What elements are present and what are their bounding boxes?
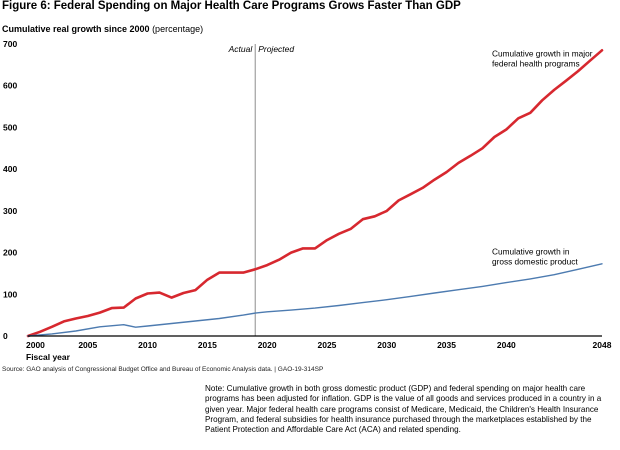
x-tick-label: 2025 <box>317 340 336 350</box>
x-tick-labels: 2000 2005 2010 2015 2020 2025 2030 2035 2040 2048 <box>26 340 612 350</box>
x-tick-label: 2035 <box>437 340 456 350</box>
y-tick-label: 400 <box>3 164 17 174</box>
x-tick-label: 2000 <box>26 340 45 350</box>
actual-label: Actual <box>228 44 254 54</box>
explanatory-note: Note: Cumulative growth in both gross do… <box>205 384 602 435</box>
y-tick-label: 600 <box>3 81 17 91</box>
series-label: federal health programs <box>492 59 580 69</box>
y-tick-label: 100 <box>3 289 17 299</box>
health-programs-line <box>26 48 604 338</box>
x-tick-label: 2048 <box>593 340 612 350</box>
y-tick-label: 200 <box>3 248 17 258</box>
x-tick-label: 2015 <box>198 340 217 350</box>
y-tick-label: 300 <box>3 206 17 216</box>
series-label: Cumulative growth in major <box>492 49 593 59</box>
projected-label: Projected <box>258 44 294 54</box>
x-tick-label: 2020 <box>258 340 277 350</box>
y-axis-title-main: Cumulative real growth since 2000 <box>2 24 150 34</box>
y-tick-labels: 0 100 200 300 400 500 600 700 <box>3 39 17 341</box>
source-note: Source: GAO analysis of Congressional Bu… <box>2 366 324 373</box>
series-lines <box>26 48 604 338</box>
y-tick-label: 0 <box>3 331 8 341</box>
x-tick-label: 2005 <box>78 340 97 350</box>
y-tick-label: 500 <box>3 122 17 132</box>
figure-title: Figure 6: Federal Spending on Major Heal… <box>2 0 461 12</box>
x-axis-label: Fiscal year <box>26 352 71 362</box>
y-tick-label: 700 <box>3 39 17 49</box>
series-label: Cumulative growth in <box>492 247 570 257</box>
x-tick-label: 2040 <box>497 340 516 350</box>
y-axis-title: Cumulative real growth since 2000 (perce… <box>2 24 203 34</box>
y-axis-title-unit: (percentage) <box>149 24 204 34</box>
gdp-line <box>27 263 603 337</box>
x-tick-label: 2010 <box>138 340 157 350</box>
x-tick-label: 2030 <box>377 340 396 350</box>
series-label: gross domestic product <box>492 257 578 267</box>
